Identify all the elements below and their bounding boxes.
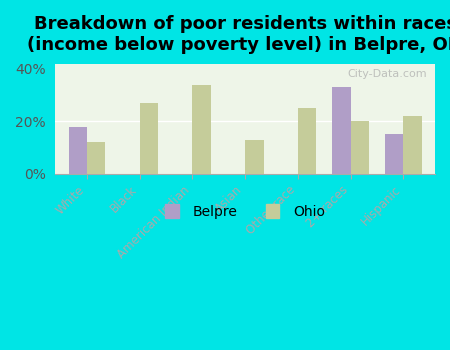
Bar <box>385 134 403 174</box>
Bar <box>351 121 369 174</box>
Legend: Belpre, Ohio: Belpre, Ohio <box>159 198 331 224</box>
Bar <box>403 116 422 174</box>
Text: City-Data.com: City-Data.com <box>348 69 428 79</box>
Bar <box>68 127 87 174</box>
Bar <box>140 103 158 174</box>
Bar <box>245 140 264 174</box>
Bar <box>193 85 211 174</box>
Bar <box>87 142 105 174</box>
Bar <box>298 108 316 174</box>
Bar <box>332 87 351 174</box>
Title: Breakdown of poor residents within races
(income below poverty level) in Belpre,: Breakdown of poor residents within races… <box>27 15 450 54</box>
